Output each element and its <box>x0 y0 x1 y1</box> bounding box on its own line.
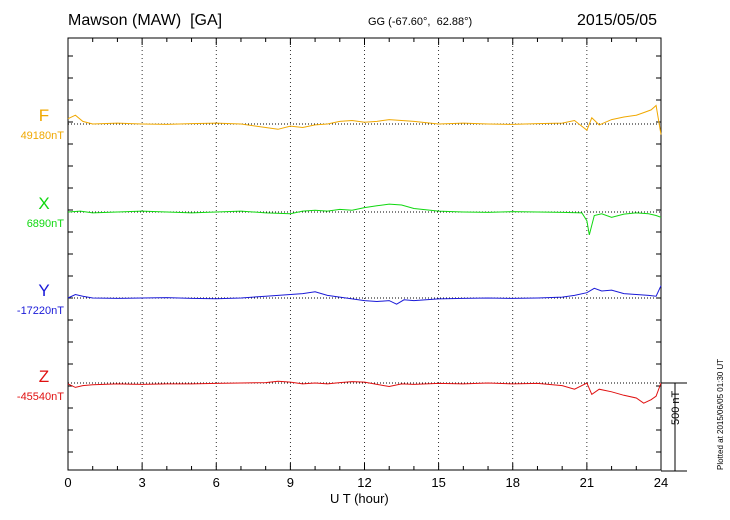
x-tick-label-15: 15 <box>431 475 445 490</box>
baseline-label-z: -45540nT <box>16 391 64 403</box>
plotted-timestamp: Plotted at 2015/06/05 01:30 UT <box>716 358 725 470</box>
baseline-label-y: -17220nT <box>16 305 64 317</box>
x-tick-label-24: 24 <box>654 475 668 490</box>
series-line-x <box>67 203 662 236</box>
scale-bar-label: 500 nT <box>670 390 682 425</box>
series-line-f <box>67 104 662 135</box>
series-line-z <box>67 380 662 404</box>
component-label-y: Y <box>38 281 50 300</box>
plot-date: 2015/05/05 <box>577 12 658 29</box>
x-tick-label-18: 18 <box>506 475 520 490</box>
station-coordinates: GG (-67.60°, 62.88°) <box>368 16 473 28</box>
component-label-x: X <box>38 194 50 213</box>
baseline-label-f: 49180nT <box>20 130 64 142</box>
x-tick-label-3: 3 <box>139 475 146 490</box>
x-tick-label-9: 9 <box>287 475 294 490</box>
component-label-z: Z <box>38 367 50 386</box>
component-label-f: F <box>38 106 50 125</box>
x-tick-label-0: 0 <box>64 475 71 490</box>
station-title: Mawson (MAW) [GA] <box>68 12 223 29</box>
series-line-y <box>67 285 662 305</box>
baseline-label-x: 6890nT <box>26 218 64 230</box>
x-tick-label-21: 21 <box>580 475 594 490</box>
x-axis-label: U T (hour) <box>330 491 389 506</box>
x-tick-label-6: 6 <box>213 475 220 490</box>
x-tick-label-12: 12 <box>357 475 371 490</box>
